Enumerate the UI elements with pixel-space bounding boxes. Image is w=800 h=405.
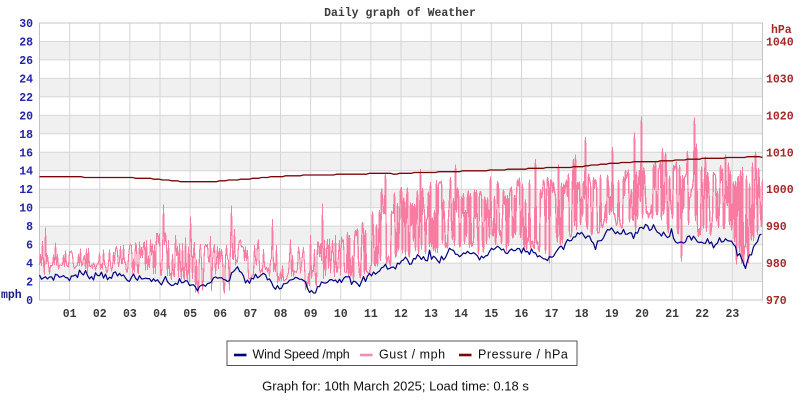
svg-text:21: 21: [665, 308, 679, 321]
svg-text:03: 03: [123, 308, 137, 321]
svg-text:02: 02: [93, 308, 107, 321]
svg-text:19: 19: [605, 308, 619, 321]
svg-text:26: 26: [19, 55, 33, 68]
svg-text:10: 10: [334, 308, 348, 321]
svg-text:22: 22: [19, 92, 33, 105]
svg-text:Wind Speed /mph: Wind Speed /mph: [253, 348, 350, 362]
svg-text:12: 12: [394, 308, 408, 321]
svg-text:8: 8: [26, 221, 33, 234]
svg-text:22: 22: [695, 308, 709, 321]
svg-text:12: 12: [19, 184, 33, 197]
svg-text:20: 20: [19, 110, 33, 123]
svg-text:24: 24: [19, 73, 33, 86]
svg-text:1030: 1030: [766, 73, 794, 86]
svg-text:14: 14: [19, 166, 33, 179]
svg-text:05: 05: [183, 308, 197, 321]
svg-text:16: 16: [19, 147, 33, 160]
svg-text:Pressure / hPa: Pressure / hPa: [478, 348, 568, 362]
svg-text:0: 0: [26, 295, 33, 308]
svg-text:980: 980: [766, 258, 787, 271]
svg-text:06: 06: [213, 308, 227, 321]
svg-text:Graph for: 10th March 2025; Lo: Graph for: 10th March 2025; Load time: 0…: [262, 379, 529, 394]
svg-text:18: 18: [575, 308, 589, 321]
svg-text:1010: 1010: [766, 147, 794, 160]
svg-text:20: 20: [635, 308, 649, 321]
svg-text:1000: 1000: [766, 184, 794, 197]
svg-text:28: 28: [19, 37, 33, 50]
svg-text:11: 11: [364, 308, 378, 321]
svg-text:1040: 1040: [766, 37, 794, 50]
svg-text:23: 23: [725, 308, 739, 321]
svg-text:14: 14: [454, 308, 468, 321]
svg-text:01: 01: [63, 308, 77, 321]
svg-text:08: 08: [274, 308, 288, 321]
svg-text:2: 2: [26, 277, 33, 290]
svg-text:13: 13: [424, 308, 438, 321]
svg-text:09: 09: [304, 308, 318, 321]
svg-text:Daily graph of Weather: Daily graph of Weather: [324, 7, 476, 20]
svg-text:18: 18: [19, 129, 33, 142]
svg-text:17: 17: [545, 308, 559, 321]
svg-text:15: 15: [484, 308, 498, 321]
svg-text:4: 4: [26, 258, 33, 271]
svg-text:Gust / mph: Gust / mph: [379, 348, 446, 362]
svg-text:hPa: hPa: [771, 24, 792, 37]
svg-text:990: 990: [766, 221, 787, 234]
svg-text:30: 30: [19, 18, 33, 31]
svg-text:04: 04: [153, 308, 167, 321]
svg-text:07: 07: [243, 308, 257, 321]
svg-text:1020: 1020: [766, 110, 794, 123]
svg-text:16: 16: [515, 308, 529, 321]
svg-text:6: 6: [26, 240, 33, 253]
svg-text:mph: mph: [1, 289, 22, 302]
svg-text:10: 10: [19, 203, 33, 216]
svg-text:970: 970: [766, 295, 787, 308]
